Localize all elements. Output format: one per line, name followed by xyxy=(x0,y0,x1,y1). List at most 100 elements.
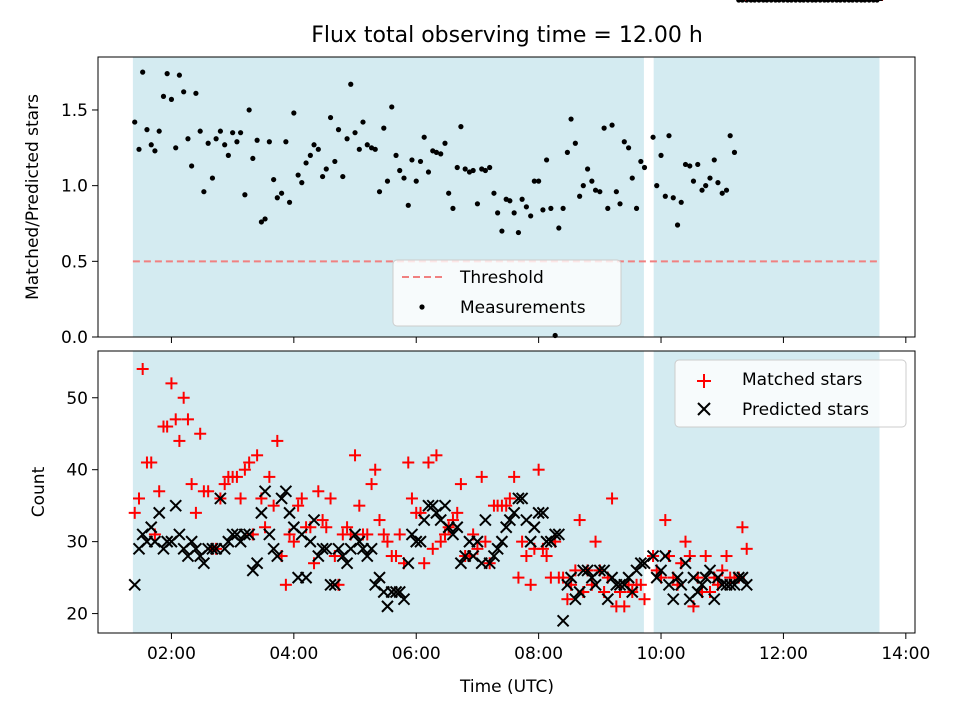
measurement-point xyxy=(633,205,640,211)
top-legend: Threshold Measurements xyxy=(392,259,622,327)
measurement-point xyxy=(307,152,313,158)
predicted-point xyxy=(589,578,602,592)
measurement-point xyxy=(507,198,513,204)
predicted-point xyxy=(483,557,496,570)
predicted-point xyxy=(255,506,268,520)
measurement-point xyxy=(356,146,362,152)
predicted-point xyxy=(650,571,663,584)
measurement-point xyxy=(617,201,623,207)
matched-point xyxy=(508,470,521,483)
measurement-point xyxy=(401,175,407,181)
matched-point xyxy=(292,499,305,512)
matched-point xyxy=(133,492,146,505)
matched-point xyxy=(422,456,435,469)
y-tick-label: 20 xyxy=(66,605,88,625)
predicted-point xyxy=(275,492,288,505)
measurement-point xyxy=(723,187,730,193)
legend-predicted-label: Predicted stars xyxy=(742,400,869,420)
predicted-point xyxy=(675,578,688,592)
legend-measurements-label: Measurements xyxy=(460,298,586,318)
measurement-point xyxy=(319,173,326,180)
predicted-point xyxy=(695,578,709,592)
measurement-point xyxy=(674,222,681,228)
measurement-point xyxy=(372,146,378,152)
y-tick-label: 30 xyxy=(66,533,88,553)
measurement-point xyxy=(719,190,725,196)
bottom-legend: Matched stars Predicted stars xyxy=(674,359,907,428)
matched-point xyxy=(128,506,141,519)
measurement-point xyxy=(711,157,717,163)
measurement-point xyxy=(209,175,216,181)
measurement-point xyxy=(417,158,424,165)
predicted-point xyxy=(479,513,492,527)
measurement-point xyxy=(185,136,191,142)
measurement-point xyxy=(470,167,476,174)
x-tick-label: 06:00 xyxy=(392,644,441,664)
measurement-point xyxy=(715,180,721,186)
predicted-point xyxy=(258,485,272,498)
predicted-point xyxy=(417,513,431,527)
measurement-point xyxy=(315,146,321,152)
measurement-point xyxy=(144,127,150,133)
measurement-point xyxy=(474,201,481,207)
matched-point xyxy=(638,593,651,606)
predicted-point xyxy=(189,542,203,556)
measurement-point xyxy=(695,161,701,168)
matched-point xyxy=(341,521,354,534)
matched-point xyxy=(390,550,403,563)
predicted-point xyxy=(654,564,668,577)
measurement-point xyxy=(164,71,170,77)
predicted-point xyxy=(238,528,252,541)
predicted-point xyxy=(316,542,329,556)
matched-point xyxy=(393,528,406,541)
matched-point xyxy=(373,514,386,527)
measurement-point xyxy=(340,173,346,180)
measurement-point xyxy=(152,148,158,154)
predicted-point xyxy=(581,564,594,577)
measurement-point xyxy=(295,172,301,178)
predicted-point xyxy=(145,521,158,534)
measurement-point xyxy=(511,210,517,216)
x-tick-label: 12:00 xyxy=(759,644,808,664)
matched-point xyxy=(153,485,166,498)
measurement-point xyxy=(592,187,599,193)
predicted-point xyxy=(454,557,468,570)
predicted-point xyxy=(328,578,342,592)
measurement-point xyxy=(136,146,142,152)
matched-point xyxy=(426,542,439,555)
measurement-point xyxy=(621,139,627,145)
matched-point xyxy=(263,470,276,483)
predicted-point xyxy=(491,542,504,556)
matched-point xyxy=(516,535,529,548)
measurement-point xyxy=(217,128,223,134)
measurement-point xyxy=(568,116,574,122)
predicted-points xyxy=(128,0,883,627)
y-tick-label: 0.5 xyxy=(61,252,88,272)
x-tick-label: 14:00 xyxy=(881,644,930,664)
measurement-point xyxy=(181,89,187,95)
matched-point xyxy=(353,499,366,512)
measurement-point xyxy=(360,119,366,125)
measurement-point xyxy=(397,167,403,174)
measurement-point xyxy=(425,169,432,175)
matched-point xyxy=(349,449,362,462)
bottom-panel: 20 30 40 50 02:00 04:00 06:00 08:00 10:00 12:00 1… xyxy=(29,0,930,697)
measurement-point xyxy=(560,205,566,211)
predicted-point xyxy=(573,585,586,599)
legend-threshold-label: Threshold xyxy=(459,268,544,288)
matched-point xyxy=(194,427,207,440)
measurement-point xyxy=(699,187,705,193)
predicted-point xyxy=(324,578,337,592)
matched-point xyxy=(177,391,190,404)
measurement-point xyxy=(393,152,399,158)
measurement-point xyxy=(242,192,248,198)
measurement-point xyxy=(189,163,195,169)
predicted-point xyxy=(381,600,394,613)
measurement-point xyxy=(225,152,231,158)
predicted-point xyxy=(667,592,680,606)
predicted-point xyxy=(152,506,166,520)
matched-point xyxy=(500,499,513,512)
measurement-point xyxy=(531,178,537,184)
predicted-point xyxy=(708,592,721,606)
